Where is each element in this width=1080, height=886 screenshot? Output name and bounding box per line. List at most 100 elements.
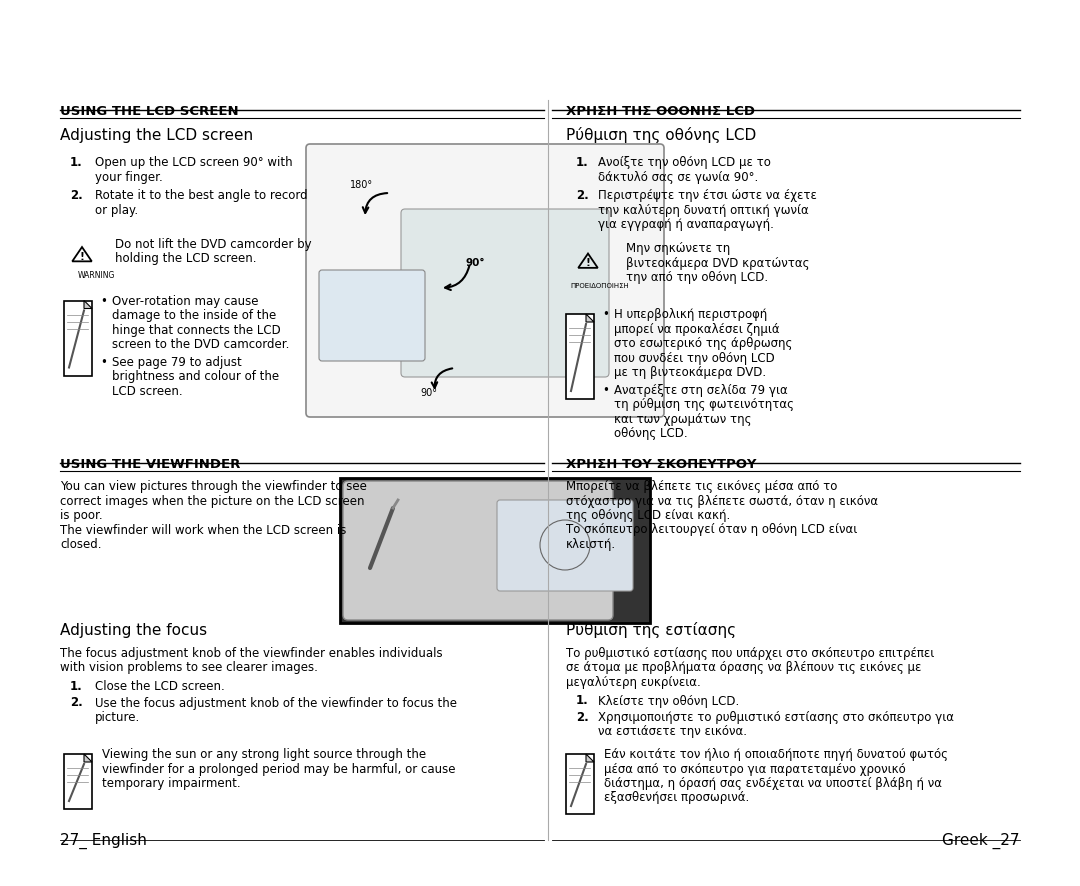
- FancyBboxPatch shape: [343, 481, 613, 620]
- Text: brightness and colour of the: brightness and colour of the: [112, 370, 279, 383]
- Text: τη ρύθμιση της φωτεινότητας: τη ρύθμιση της φωτεινότητας: [615, 398, 794, 411]
- Text: για εγγραφή ή αναπαραγωγή.: για εγγραφή ή αναπαραγωγή.: [598, 218, 774, 231]
- Text: Μπορείτε να βλέπετε τις εικόνες μέσα από το: Μπορείτε να βλέπετε τις εικόνες μέσα από…: [566, 480, 837, 493]
- FancyBboxPatch shape: [319, 270, 426, 361]
- Text: που συνδέει την οθόνη LCD: που συνδέει την οθόνη LCD: [615, 352, 774, 364]
- Text: 180°: 180°: [350, 180, 373, 190]
- Text: temporary impairment.: temporary impairment.: [102, 777, 241, 790]
- Text: hinge that connects the LCD: hinge that connects the LCD: [112, 323, 281, 337]
- Polygon shape: [586, 754, 594, 762]
- Text: με τη βιντεοκάμερα DVD.: με τη βιντεοκάμερα DVD.: [615, 366, 766, 379]
- Text: κλειστή.: κλειστή.: [566, 538, 616, 551]
- Text: closed.: closed.: [60, 538, 102, 551]
- Text: Ρύθμιση της οθόνης LCD: Ρύθμιση της οθόνης LCD: [566, 127, 756, 143]
- Text: Ρύθμιση της εστίασης: Ρύθμιση της εστίασης: [566, 622, 737, 638]
- Text: Rotate it to the best angle to record: Rotate it to the best angle to record: [95, 189, 308, 202]
- Polygon shape: [84, 754, 92, 762]
- Text: μεγαλύτερη ευκρίνεια.: μεγαλύτερη ευκρίνεια.: [566, 676, 701, 689]
- Text: Greek _27: Greek _27: [943, 833, 1020, 849]
- Polygon shape: [586, 314, 594, 322]
- Bar: [64, 300, 92, 376]
- FancyBboxPatch shape: [306, 144, 664, 417]
- Text: Close the LCD screen.: Close the LCD screen.: [95, 680, 225, 693]
- Text: correct images when the picture on the LCD screen: correct images when the picture on the L…: [60, 494, 365, 508]
- Text: 1.: 1.: [576, 695, 589, 708]
- Text: την καλύτερη δυνατή οπτική γωνία: την καλύτερη δυνατή οπτική γωνία: [598, 204, 809, 216]
- Text: 1.: 1.: [576, 156, 589, 169]
- Text: 2.: 2.: [70, 696, 83, 710]
- Text: Το ρυθμιστικό εστίασης που υπάρχει στο σκόπευτρο επιτρέπει: Το ρυθμιστικό εστίασης που υπάρχει στο σ…: [566, 647, 934, 660]
- Text: Χρησιμοποιήστε το ρυθμιστικό εστίασης στο σκόπευτρο για: Χρησιμοποιήστε το ρυθμιστικό εστίασης στ…: [598, 711, 954, 724]
- Text: or play.: or play.: [95, 204, 138, 216]
- Text: Over-rotation may cause: Over-rotation may cause: [112, 294, 258, 307]
- Bar: [64, 754, 92, 809]
- Bar: [566, 754, 594, 814]
- Text: 90°: 90°: [465, 258, 485, 268]
- Text: screen to the DVD camcorder.: screen to the DVD camcorder.: [112, 338, 289, 351]
- Text: σε άτομα με προβλήματα όρασης να βλέπουν τις εικόνες με: σε άτομα με προβλήματα όρασης να βλέπουν…: [566, 662, 921, 674]
- Text: !: !: [585, 259, 591, 268]
- FancyBboxPatch shape: [497, 500, 633, 591]
- Text: your finger.: your finger.: [95, 170, 163, 183]
- Text: Η υπερβολική περιστροφή: Η υπερβολική περιστροφή: [615, 308, 767, 321]
- Bar: [566, 314, 594, 399]
- Text: Ανατρέξτε στη σελίδα 79 για: Ανατρέξτε στη σελίδα 79 για: [615, 384, 787, 397]
- Text: Do not lift the DVD camcorder by: Do not lift the DVD camcorder by: [114, 237, 312, 251]
- Text: The viewfinder will work when the LCD screen is: The viewfinder will work when the LCD sc…: [60, 524, 347, 537]
- Text: 1.: 1.: [70, 680, 83, 693]
- Text: δάκτυλό σας σε γωνία 90°.: δάκτυλό σας σε γωνία 90°.: [598, 170, 758, 183]
- Text: ΧΡΗΣΗ ΤΟΥ ΣΚΟΠΕΥΤΡΟΥ: ΧΡΗΣΗ ΤΟΥ ΣΚΟΠΕΥΤΡΟΥ: [566, 458, 756, 471]
- Text: •: •: [602, 384, 609, 397]
- Text: damage to the inside of the: damage to the inside of the: [112, 309, 276, 322]
- Text: βιντεοκάμερα DVD κρατώντας: βιντεοκάμερα DVD κρατώντας: [626, 257, 810, 269]
- Text: να εστιάσετε την εικόνα.: να εστιάσετε την εικόνα.: [598, 726, 747, 739]
- Text: You can view pictures through the viewfinder to see: You can view pictures through the viewfi…: [60, 480, 367, 493]
- Text: Κλείστε την οθόνη LCD.: Κλείστε την οθόνη LCD.: [598, 695, 739, 708]
- Text: !: !: [80, 252, 84, 261]
- Text: Adjusting the LCD screen: Adjusting the LCD screen: [60, 128, 253, 143]
- Text: LCD screen.: LCD screen.: [112, 385, 183, 398]
- Polygon shape: [84, 300, 92, 308]
- Text: Μην σηκώνετε τη: Μην σηκώνετε τη: [626, 242, 730, 255]
- Text: 2.: 2.: [576, 189, 589, 202]
- Text: See page 79 to adjust: See page 79 to adjust: [112, 355, 242, 369]
- Text: WARNING: WARNING: [78, 270, 116, 279]
- Text: μέσα από το σκόπευτρο για παρατεταμένο χρονικό: μέσα από το σκόπευτρο για παρατεταμένο χ…: [604, 763, 906, 775]
- Text: της οθόνης LCD είναι κακή.: της οθόνης LCD είναι κακή.: [566, 509, 730, 522]
- Text: viewfinder for a prolonged period may be harmful, or cause: viewfinder for a prolonged period may be…: [102, 763, 456, 775]
- Text: 2.: 2.: [576, 711, 589, 724]
- Text: USING THE LCD SCREEN: USING THE LCD SCREEN: [60, 105, 239, 118]
- Text: οθόνης LCD.: οθόνης LCD.: [615, 427, 688, 440]
- Text: with vision problems to see clearer images.: with vision problems to see clearer imag…: [60, 662, 318, 674]
- Text: Το σκόπευτρο λειτουργεί όταν η οθόνη LCD είναι: Το σκόπευτρο λειτουργεί όταν η οθόνη LCD…: [566, 524, 858, 537]
- Text: Περιστρέψτε την έτσι ώστε να έχετε: Περιστρέψτε την έτσι ώστε να έχετε: [598, 189, 816, 202]
- Text: Adjusting the focus: Adjusting the focus: [60, 623, 207, 638]
- Text: και των χρωμάτων της: και των χρωμάτων της: [615, 413, 752, 425]
- Text: is poor.: is poor.: [60, 509, 103, 522]
- Text: ΧΡΗΣΗ ΤΗΣ ΟΘΟΝΗΣ LCD: ΧΡΗΣΗ ΤΗΣ ΟΘΟΝΗΣ LCD: [566, 105, 755, 118]
- Text: 27_ English: 27_ English: [60, 833, 147, 849]
- Text: στόχαστρο για να τις βλέπετε σωστά, όταν η εικόνα: στόχαστρο για να τις βλέπετε σωστά, όταν…: [566, 494, 878, 508]
- Text: Ανοίξτε την οθόνη LCD με το: Ανοίξτε την οθόνη LCD με το: [598, 156, 771, 169]
- Text: την από την οθόνη LCD.: την από την οθόνη LCD.: [626, 271, 768, 284]
- Text: μπορεί να προκαλέσει ζημιά: μπορεί να προκαλέσει ζημιά: [615, 323, 780, 336]
- Text: ΠΡΟΕΙΔΟΠΟΙΗΣΗ: ΠΡΟΕΙΔΟΠΟΙΗΣΗ: [570, 283, 629, 289]
- Text: 90°: 90°: [420, 388, 437, 398]
- Bar: [340, 478, 650, 623]
- Text: Open up the LCD screen 90° with: Open up the LCD screen 90° with: [95, 156, 293, 169]
- Text: holding the LCD screen.: holding the LCD screen.: [114, 252, 257, 265]
- Text: The focus adjustment knob of the viewfinder enables individuals: The focus adjustment knob of the viewfin…: [60, 647, 443, 660]
- Text: διάστημα, η όρασή σας ενδέχεται να υποστεί βλάβη ή να: διάστημα, η όρασή σας ενδέχεται να υποστ…: [604, 777, 942, 790]
- Text: •: •: [602, 308, 609, 321]
- Text: •: •: [100, 355, 107, 369]
- Text: 2.: 2.: [70, 189, 83, 202]
- Text: picture.: picture.: [95, 711, 140, 724]
- Text: στο εσωτερικό της άρθρωσης: στο εσωτερικό της άρθρωσης: [615, 337, 793, 350]
- Text: 1.: 1.: [70, 156, 83, 169]
- Text: USING THE VIEWFINDER: USING THE VIEWFINDER: [60, 458, 241, 471]
- Text: Use the focus adjustment knob of the viewfinder to focus the: Use the focus adjustment knob of the vie…: [95, 696, 457, 710]
- Text: εξασθενήσει προσωρινά.: εξασθενήσει προσωρινά.: [604, 791, 750, 804]
- FancyBboxPatch shape: [401, 209, 609, 377]
- Text: Εάν κοιτάτε τον ήλιο ή οποιαδήποτε πηγή δυνατού φωτός: Εάν κοιτάτε τον ήλιο ή οποιαδήποτε πηγή …: [604, 748, 948, 761]
- Text: •: •: [100, 294, 107, 307]
